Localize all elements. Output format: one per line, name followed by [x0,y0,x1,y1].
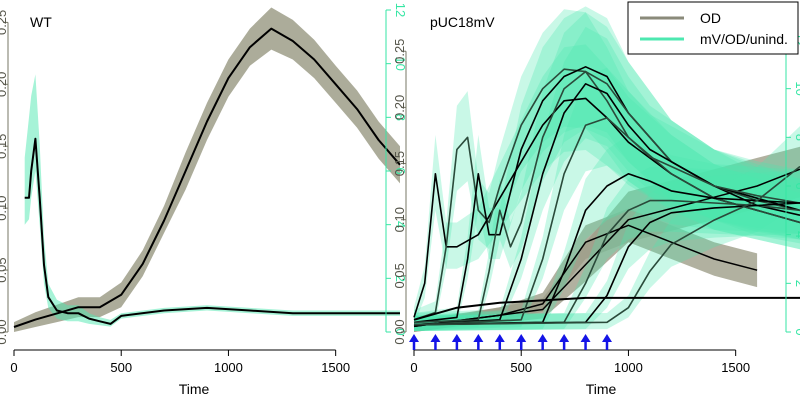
wt-od-mean-line [13,27,401,328]
right-y-tick-label-8: 8 [393,114,408,121]
legend-label-od: OD [700,10,721,26]
puc-mv-band-300 [414,12,800,330]
left-y-tick-label-3: 0.15 [0,134,9,159]
puc-mv-band-900 [414,126,800,331]
puc18mv-lines [413,66,800,328]
right-y-tick-label-0: 0 [793,328,800,335]
left-y-tick-label-0: 0.00 [392,319,407,344]
wt-bands [14,7,400,332]
x-tick-label-0: 0 [10,360,17,375]
x-tick-label-500: 500 [110,360,132,375]
x-tick-label-500: 500 [510,360,532,375]
wt-x-axis-title: Time [179,381,210,397]
induction-arrow-head-200 [451,334,462,342]
puc-od-band-1 [414,208,758,332]
puc-od-mean-line-1 [413,224,758,328]
induction-arrow-head-600 [537,334,548,342]
legend-box [627,1,799,55]
puc18mv-x-axis-title: Time [586,381,617,397]
puc-mv-line-500 [413,117,800,326]
induction-arrow-head-0 [409,334,419,342]
x-tick-label-1000: 1000 [214,360,243,375]
right-y-tick-label-6: 6 [793,182,800,189]
puc-mv-line-700 [413,199,800,326]
right-y-tick-label-10: 10 [393,56,408,70]
right-y-tick-label-4: 4 [393,221,408,228]
induction-arrow-head-900 [602,334,612,342]
puc-mv-band-100 [414,9,800,328]
puc-mv-band-800 [414,169,800,331]
left-y-tick-label-3: 0.15 [392,151,407,176]
right-y-tick-label-8: 8 [793,134,800,141]
left-y-tick-label-4: 0.20 [392,95,407,120]
puc-mv-line-600 [413,173,800,326]
puc-mv-band-400 [414,26,800,332]
puc-mv-band-600 [414,134,800,331]
puc-mv-band-700 [414,167,800,331]
panel-wt: 0 500 1000 1500 0.00 0.05 0.10 0.15 0.20 0.25 0 2 4 6… [0,3,408,397]
induction-arrows [409,334,612,350]
left-y-tick-label-2: 0.10 [0,195,9,220]
induction-arrow-head-100 [430,334,441,342]
right-y-tick-label-0: 0 [393,328,408,335]
panel-puc18mv: 0 500 1000 1500 0.00 0.05 0.10 0.15 0.20 0.25 0 2 4 6… [392,6,800,397]
left-y-tick-label-5: 0.25 [392,39,407,64]
left-y-tick-label-1: 0.05 [0,257,9,282]
wt-od-band [14,7,400,332]
right-y-tick-label-12: 12 [393,3,408,17]
right-y-tick-label-10: 10 [793,81,800,95]
legend: OD mV/OD/unind. [627,1,799,55]
legend-label-mv: mV/OD/unind. [700,31,788,47]
right-y-tick-label-4: 4 [793,231,800,238]
wt-mv-mean-line [24,137,400,325]
left-y-tick-label-4: 0.20 [0,72,9,97]
left-y-tick-label-5: 0.25 [0,10,9,35]
induction-arrow-head-400 [494,334,505,342]
right-y-tick-label-2: 2 [793,280,800,287]
puc-mv-line-900 [413,165,800,326]
x-tick-label-1500: 1500 [721,360,750,375]
induction-arrow-head-300 [473,334,484,342]
induction-arrow-head-500 [516,334,527,342]
puc-mv-band-200 [414,6,800,330]
wt-axes: 0 500 1000 1500 0.00 0.05 0.10 0.15 0.20 0.25 0 2 4 6… [0,3,408,375]
puc-mv-line-100 [413,68,800,321]
right-y-tick-label-2: 2 [393,275,408,282]
left-y-tick-label-0: 0.00 [0,319,9,344]
puc-baseline-line [413,296,800,321]
puc18mv-panel-title: pUC18mV [430,14,495,30]
puc18mv-axes: 0 500 1000 1500 0.00 0.05 0.10 0.15 0.20 0.25 0 2 4 6… [392,33,800,375]
x-tick-label-0: 0 [410,360,417,375]
induction-arrow-head-700 [559,334,570,342]
induction-arrow-head-800 [580,334,591,342]
right-y-tick-label-6: 6 [393,167,408,174]
wt-panel-title: WT [30,14,52,30]
x-tick-label-1500: 1500 [321,360,350,375]
wt-lines [13,27,401,328]
left-y-tick-label-2: 0.10 [392,207,407,232]
x-tick-label-1000: 1000 [614,360,643,375]
left-y-tick-label-1: 0.05 [392,263,407,288]
